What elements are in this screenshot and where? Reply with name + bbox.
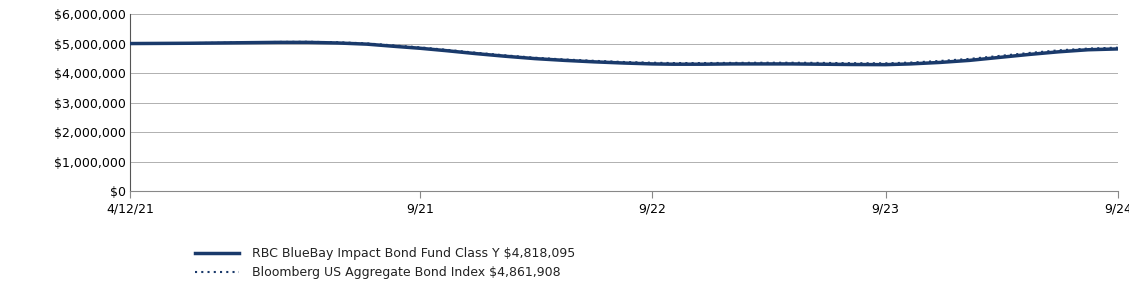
Legend: RBC BlueBay Impact Bond Fund Class Y $4,818,095, Bloomberg US Aggregate Bond Ind: RBC BlueBay Impact Bond Fund Class Y $4,… (195, 247, 575, 279)
